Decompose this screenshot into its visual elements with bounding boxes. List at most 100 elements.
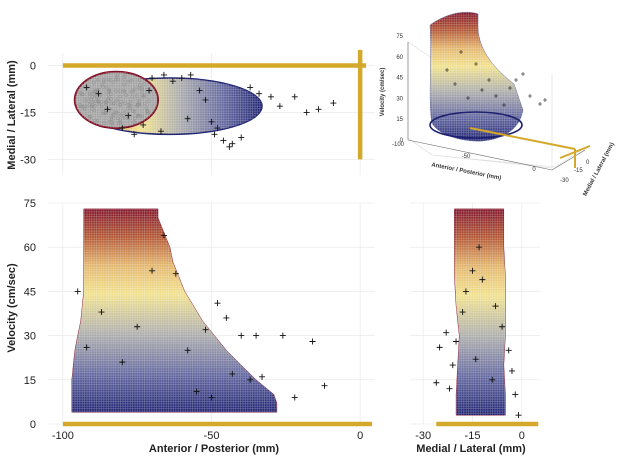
gray-sample-dot [119,113,124,118]
front-velocity-surface [454,208,506,416]
top-data-marker [315,106,322,113]
gray-sample-dot [124,93,128,97]
side-data-marker [291,394,298,401]
inset-z-tick-label: 45 [396,76,403,82]
side-data-marker [321,382,328,389]
top-y-tick-label: -30 [20,154,36,166]
gray-sample-dot [106,96,110,101]
inset-z-tick-label: 60 [396,55,403,61]
top-data-marker [247,84,254,91]
side-y-tick-label: 45 [24,286,36,298]
front-x-tick-label: 0 [519,430,525,442]
gray-sample-dot [106,77,110,82]
gray-sample-dot [81,105,86,109]
side-y-tick-label: 15 [24,375,36,387]
gray-sample-dot [104,102,108,107]
top-y-axis-label: Medial / Lateral (mm) [6,60,18,170]
inset-y-tick-label: 0 [586,160,590,166]
panel-side-view: -100 -50 0 0 15 30 45 60 75 Anterior / Posterior… [6,198,375,455]
side-data-marker [202,326,209,333]
panel-front-view: -30 -15 0 Medial / Lateral (mm) [410,202,540,455]
gray-sample-dot [95,99,100,103]
gray-sample-dot [92,108,97,113]
gray-sample-dot [99,104,104,109]
front-data-marker [469,267,476,274]
gray-sample-dot [111,101,116,106]
inset-3d-markers [445,50,547,107]
top-data-marker [303,109,310,116]
gray-sample-dot [117,121,121,126]
gray-sample-dot [146,111,150,116]
gray-sample-dot [135,102,140,107]
front-x-tick-label: -15 [465,430,481,442]
inset-data-marker [459,50,463,54]
gray-sample-dot [146,109,150,114]
top-data-marker [267,93,274,100]
top-data-marker [202,96,209,103]
top-y-tick-label: -15 [20,107,36,119]
gray-sample-dot [100,82,105,87]
inset-data-marker [445,68,449,72]
gray-sample-dot [126,79,130,84]
front-data-marker [453,338,460,345]
gray-sample-dot [131,109,135,113]
top-data-marker [95,90,102,97]
gray-sample-dot [86,99,91,103]
front-data-marker [508,367,515,374]
gray-sample-dot [105,86,109,90]
side-data-marker [134,323,141,330]
gray-sample-dot [101,79,106,84]
inset-data-marker [453,82,457,86]
gray-sample-dot [144,106,149,110]
inset-3d-axes [407,42,586,171]
side-data-marker [160,232,167,239]
front-data-marker [489,376,496,383]
front-data-marker [462,288,469,295]
inset-z-tick-label: 15 [396,117,403,123]
gray-sample-dot [122,90,127,94]
inset-data-marker [474,62,478,66]
gray-sample-dot [132,109,137,114]
side-data-marker [172,270,179,277]
gray-sample-dot [140,86,144,91]
top-data-marker [104,106,111,113]
front-x-axis-label: Medial / Lateral (mm) [416,443,526,455]
inset-data-marker [466,96,470,100]
gray-sample-dot [78,91,83,95]
top-data-marker [125,112,132,119]
inset-y-tick-label: -15 [574,168,583,174]
gray-sample-dot [93,118,97,123]
gray-sample-dot [114,88,118,93]
top-data-marker [211,131,218,138]
side-y-tick-label: 0 [30,419,36,431]
top-data-marker [169,78,176,85]
side-data-marker [184,347,191,354]
inset-data-marker [502,103,506,107]
top-data-marker [208,118,215,125]
gray-sample-dot [95,95,99,99]
inset-x-tick-label: -100 [392,142,405,148]
inset-y-tick-label: -30 [560,178,569,184]
side-data-marker [247,376,254,383]
gray-sample-dot [83,104,88,109]
top-data-marker [291,93,298,100]
side-y-tick-label: 30 [24,331,36,343]
gray-sample-dot [110,113,115,117]
gray-sample-dot [114,75,119,80]
gray-sample-dot [115,73,119,78]
gray-sample-dot [114,110,119,115]
inset-z-tick-label: 75 [396,34,403,40]
front-x-tick-label: -30 [415,430,431,442]
front-data-marker [472,356,479,363]
gray-sample-dot [110,122,115,127]
gray-sample-dot [106,89,111,94]
gray-sample-dot [78,103,82,107]
side-data-marker [279,332,286,339]
gray-sample-dot [118,119,122,124]
inset-data-marker [543,98,547,102]
gray-sample-dot [128,106,132,110]
top-data-marker [226,143,233,150]
gray-sample-dot [88,91,92,96]
gray-sample-dot [140,88,144,93]
gray-sample-dot [101,110,105,114]
